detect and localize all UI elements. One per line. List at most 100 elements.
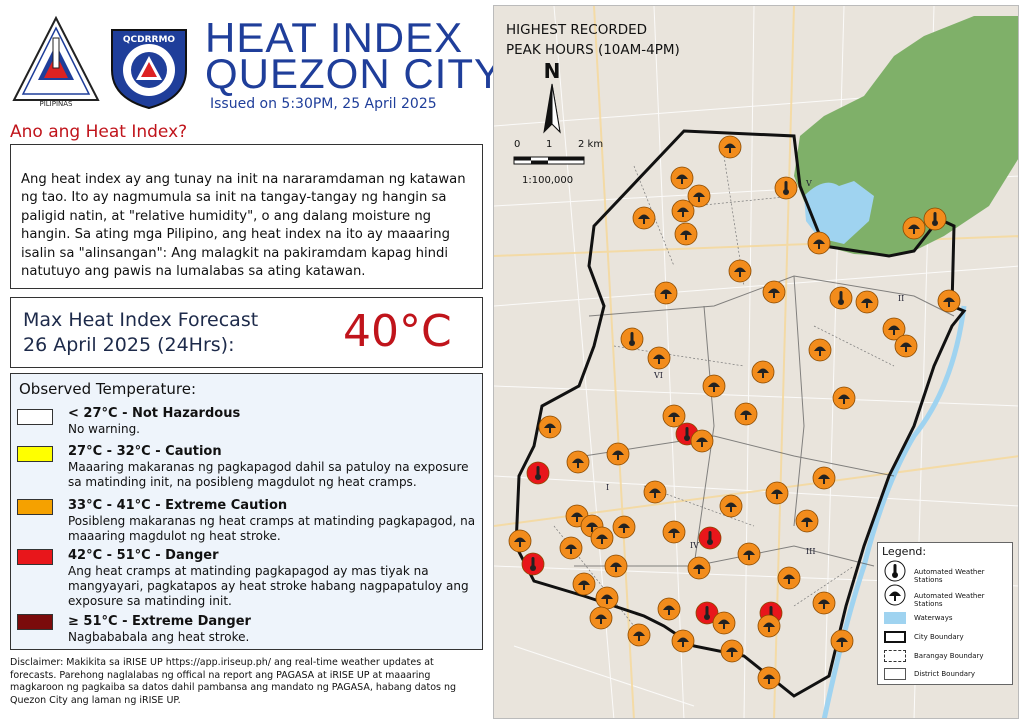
- weather-station-icon: [662, 404, 686, 428]
- swatch-caution: [17, 446, 53, 462]
- weather-station-icon: [654, 281, 678, 305]
- weather-station-icon: [687, 184, 711, 208]
- level-desc-extreme-caution: Posibleng makaranas ng heat cramps at ma…: [68, 514, 476, 543]
- reservoir-waterway: [804, 181, 874, 244]
- scale-label-2: 2 km: [578, 139, 603, 150]
- about-description: Ang heat index ay ang tunay na init na n…: [10, 144, 483, 289]
- weather-station-icon: [572, 572, 596, 596]
- map-title-line1: HIGHEST RECORDED: [506, 22, 648, 38]
- level-range-danger: 42°C - 51°C - Danger: [68, 548, 219, 563]
- weather-station-icon: [712, 611, 736, 635]
- weather-station-icon: [937, 289, 961, 313]
- swatch-extreme-danger: [17, 614, 53, 630]
- weather-station-icon: [808, 338, 832, 362]
- weather-station-icon: [902, 216, 926, 240]
- map-canvas: V II VI I IV III N 0 1 2 km 1:100,000: [494, 6, 1018, 718]
- weather-station-icon: [734, 402, 758, 426]
- weather-station-icon: [777, 566, 801, 590]
- thermometer-station-icon: [923, 207, 947, 231]
- scale-label-0: 0: [514, 139, 520, 150]
- district-label-vi: VI: [653, 371, 663, 380]
- weather-station-icon: [559, 536, 583, 560]
- legend-district-boundary-swatch: [884, 668, 906, 680]
- district-label-i: I: [606, 483, 609, 492]
- north-arrow: N: [543, 59, 561, 134]
- weather-station-icon: [894, 334, 918, 358]
- level-range-caution: 27°C - 32°C - Caution: [68, 444, 222, 459]
- level-desc-danger: Ang heat cramps at matinding pagkapagod …: [68, 564, 469, 608]
- thermometer-station-icon: [829, 286, 853, 310]
- observed-temperature-panel: Observed Temperature: < 27°C - Not Hazar…: [10, 373, 483, 650]
- issued-date: Issued on 5:30PM, 25 April 2025: [210, 96, 437, 112]
- city-boundary: [514, 129, 967, 698]
- legend-item-aws-2: Automated Weather Stations: [914, 592, 985, 608]
- weather-station-icon: [670, 166, 694, 190]
- weather-station-icon: [647, 346, 671, 370]
- weather-station-icon: [718, 135, 742, 159]
- level-range-extreme-caution: 33°C - 41°C - Extreme Caution: [68, 498, 288, 513]
- weather-stations-layer: [508, 135, 961, 690]
- disclaimer: Disclaimer: Makikita sa iRISE UP https:/…: [10, 657, 457, 706]
- weather-station-icon: [751, 360, 775, 384]
- weather-station-icon: [728, 259, 752, 283]
- district-label-iii: III: [806, 547, 815, 556]
- weather-station-icon: [538, 415, 562, 439]
- weather-station-icon: [657, 597, 681, 621]
- weather-station-icon: [687, 556, 711, 580]
- forecast-value: 40°C: [343, 306, 452, 357]
- weather-station-icon: [690, 429, 714, 453]
- weather-station-icon: [762, 280, 786, 304]
- legend-city-boundary-swatch: [884, 631, 906, 643]
- swatch-danger: [17, 549, 53, 565]
- weather-station-icon: [720, 639, 744, 663]
- qcdrrmo-logo-text: QCDRRMO: [123, 35, 176, 45]
- legend-item-district-boundary: District Boundary: [914, 670, 976, 678]
- thermometer-station-icon: [620, 327, 644, 351]
- weather-station-icon: [807, 231, 831, 255]
- weather-station-icon: [737, 542, 761, 566]
- scale-label-1: 1: [546, 139, 552, 150]
- weather-station-icon: [508, 529, 532, 553]
- weather-station-icon: [795, 509, 819, 533]
- qcdrrmo-logo: QCDRRMO: [111, 29, 187, 110]
- level-desc-not-hazardous: No warning.: [68, 422, 140, 436]
- weather-station-icon: [612, 515, 636, 539]
- map-legend: Legend: Automated Weather Stations Autom…: [877, 542, 1013, 685]
- level-range-not-hazardous: < 27°C - Not Hazardous: [68, 406, 241, 421]
- weather-station-icon: [674, 222, 698, 246]
- heat-index-map: V II VI I IV III N 0 1 2 km 1:100,000 HI…: [493, 5, 1019, 719]
- title-heat-index: HEAT INDEX: [205, 14, 464, 61]
- title-quezon-city: QUEZON CITY: [205, 50, 504, 97]
- weather-station-icon: [757, 666, 781, 690]
- legend-item-city-boundary: City Boundary: [914, 633, 964, 641]
- map-title-line2: PEAK HOURS (10AM-4PM): [506, 42, 680, 58]
- weather-station-icon: [812, 466, 836, 490]
- weather-station-icon: [855, 290, 879, 314]
- about-heading: Ano ang Heat Index?: [10, 122, 188, 142]
- legend-weather-station-icon: [884, 584, 906, 606]
- weather-station-icon: [590, 526, 614, 550]
- legend-thermometer-icon: [884, 560, 906, 582]
- district-label-v: V: [805, 179, 812, 188]
- quezon-city-seal-logo: PILIPINAS: [12, 15, 100, 108]
- weather-station-icon: [671, 629, 695, 653]
- swatch-not-hazardous: [17, 409, 53, 425]
- weather-station-icon: [662, 520, 686, 544]
- weather-station-icon: [595, 586, 619, 610]
- weather-station-icon: [604, 554, 628, 578]
- scale-bar: 0 1 2 km 1:100,000: [513, 139, 603, 186]
- legend-title: Legend:: [882, 545, 927, 558]
- weather-station-icon: [832, 386, 856, 410]
- level-range-extreme-danger: ≥ 51°C - Extreme Danger: [68, 614, 251, 629]
- legend-waterways-swatch: [884, 612, 906, 624]
- forecast-label-line2: 26 April 2025 (24Hrs):: [23, 334, 235, 356]
- thermometer-station-icon: [526, 461, 550, 485]
- level-desc-caution: Maaaring makaranas ng pagkapagod dahil s…: [68, 460, 469, 489]
- thermometer-station-icon: [774, 176, 798, 200]
- thermometer-station-icon: [695, 601, 719, 625]
- forecast-box: Max Heat Index Forecast 26 April 2025 (2…: [10, 297, 483, 368]
- weather-station-icon: [812, 591, 836, 615]
- weather-station-icon: [643, 480, 667, 504]
- thermometer-station-icon: [521, 552, 545, 576]
- observed-title: Observed Temperature:: [19, 380, 197, 398]
